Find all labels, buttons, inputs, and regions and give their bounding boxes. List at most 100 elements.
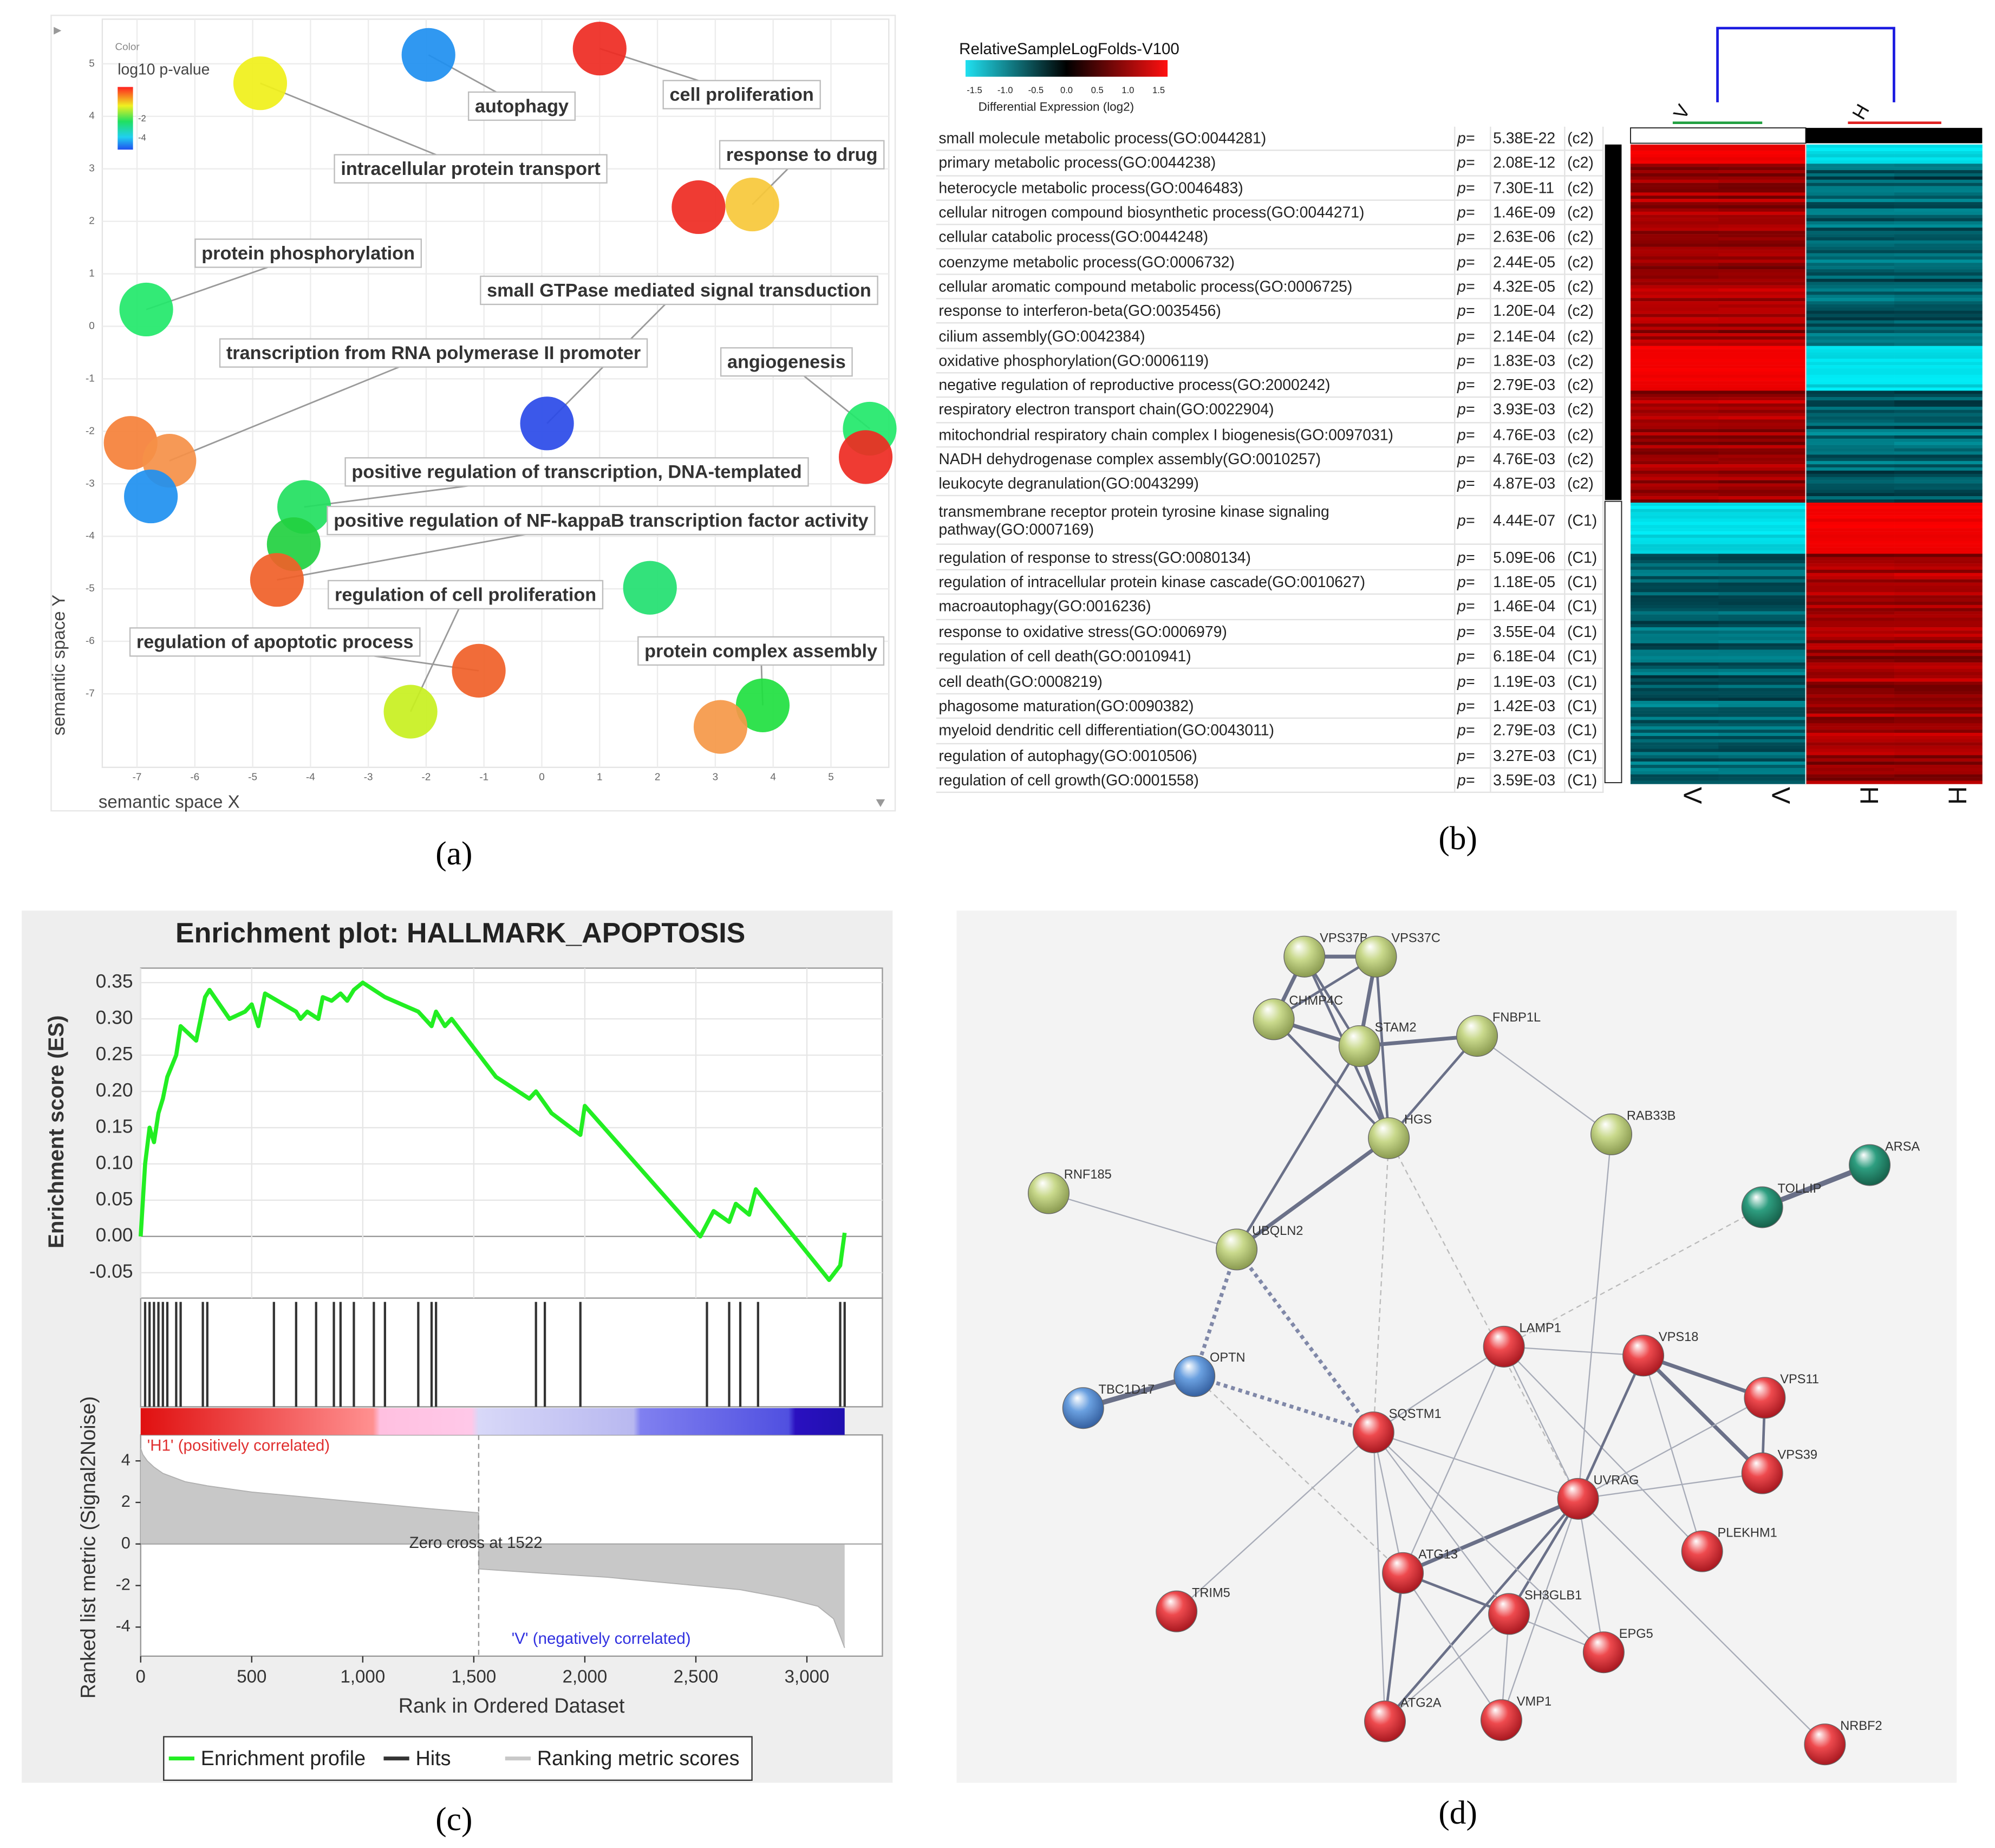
- label-box: [219, 338, 648, 368]
- heatmap-cell: [1718, 698, 1807, 701]
- heatmap-cell: [1718, 253, 1807, 257]
- heatmap-cell: [1718, 780, 1807, 784]
- colorbar-tick-label: 0.5: [1091, 85, 1104, 95]
- network-edge: [1402, 1346, 1505, 1573]
- heatmap-cell: [1718, 186, 1807, 190]
- p-label-cell: p=: [1454, 594, 1491, 620]
- heatmap-cell: [1894, 256, 1983, 260]
- heatmap-cell: [1894, 160, 1983, 164]
- y-tick-label: -0.05: [89, 1260, 133, 1282]
- heatmap-cell: [1806, 592, 1895, 596]
- cluster-cell: (c2): [1564, 175, 1603, 201]
- p-label-cell: p=: [1454, 544, 1491, 570]
- heatmap-cell: [1718, 767, 1807, 772]
- heatmap-cell: [1630, 391, 1719, 394]
- heatmap-cell: [1894, 173, 1983, 177]
- network-edge: [1577, 1499, 1605, 1652]
- protein-node: [1557, 1478, 1599, 1520]
- p-value-cell: 5.09E-06: [1490, 544, 1565, 570]
- heatmap-cell: [1894, 656, 1983, 660]
- heatmap-cell: [1894, 282, 1983, 285]
- heatmap-cell: [1806, 269, 1895, 273]
- heatmap-cell: [1806, 739, 1895, 743]
- heatmap-cell: [1718, 582, 1807, 586]
- heatmap-cell: [1630, 518, 1719, 522]
- heatmap-cell: [1630, 409, 1719, 413]
- p-label-cell: p=: [1454, 348, 1491, 374]
- heatmap-cell: [1630, 288, 1719, 292]
- heatmap-cell: [1630, 416, 1719, 420]
- heatmap-cell: [1630, 330, 1719, 334]
- heatmap-cell: [1630, 544, 1719, 548]
- heatmap-cell: [1630, 403, 1719, 407]
- heatmap-cell: [1630, 432, 1719, 436]
- heatmap-cell: [1630, 387, 1719, 391]
- heatmap-cell: [1894, 451, 1983, 455]
- heatmap-cell: [1630, 771, 1719, 775]
- heatmap-cell: [1806, 221, 1895, 225]
- heatmap-cell: [1806, 518, 1895, 522]
- heatmap-cell: [1894, 208, 1983, 212]
- label-box: [129, 627, 421, 657]
- heatmap-cell: [1718, 445, 1807, 448]
- cluster-cell: (c2): [1564, 126, 1603, 152]
- heatmap-cell: [1806, 224, 1895, 228]
- heatmap-cell: [1894, 454, 1983, 458]
- heatmap-cell: [1806, 409, 1895, 413]
- heatmap-cell: [1806, 621, 1895, 624]
- heatmap-cell: [1894, 371, 1983, 375]
- heatmap-cell: [1630, 717, 1719, 720]
- heatmap-cell: [1894, 441, 1983, 445]
- heatmap-cell: [1718, 755, 1807, 759]
- p-label-cell: p=: [1454, 151, 1491, 176]
- heatmap-cell: [1718, 567, 1807, 570]
- heatmap-cell: [1894, 227, 1983, 231]
- heatmap-cell: [1630, 633, 1719, 637]
- heatmap-cell: [1806, 160, 1895, 164]
- heatmap-cell: [1718, 762, 1807, 765]
- heatmap-cell: [1718, 307, 1807, 311]
- heatmap-cell: [1806, 496, 1895, 500]
- term-cell: response to interferon-beta(GO:0035456): [936, 298, 1455, 324]
- term-label: transcription from RNA polymerase II pro…: [226, 343, 641, 363]
- term-cell: regulation of response to stress(GO:0080…: [936, 544, 1455, 570]
- network-edge: [1373, 1432, 1386, 1722]
- heatmap-cell: [1718, 713, 1807, 717]
- heatmap-cell: [1630, 441, 1719, 445]
- heatmap-cell: [1894, 362, 1983, 366]
- heatmap-cell: [1894, 767, 1983, 772]
- term-label: autophagy: [475, 96, 569, 116]
- heatmap-cell: [1630, 365, 1719, 369]
- heatmap-cell: [1894, 608, 1983, 611]
- heatmap-cell: [1806, 777, 1895, 781]
- heatmap-cell: [1894, 515, 1983, 519]
- term-cell: regulation of cell death(GO:0010941): [936, 643, 1455, 669]
- heatmap-cell: [1718, 633, 1807, 637]
- heatmap-cell: [1718, 438, 1807, 443]
- heatmap-cell: [1894, 374, 1983, 378]
- heatmap-cell: [1894, 397, 1983, 401]
- heatmap-cell: [1630, 211, 1719, 215]
- heatmap-cell: [1894, 275, 1983, 279]
- protein-node: [1364, 1700, 1406, 1742]
- y-tick-label: 0.25: [96, 1043, 133, 1064]
- cluster-cell: (C1): [1564, 496, 1603, 545]
- heatmap-cell: [1806, 467, 1895, 471]
- heatmap-cell: [1894, 560, 1983, 564]
- heatmap-cell: [1718, 646, 1807, 650]
- heatmap-cell: [1718, 732, 1807, 737]
- protein-node: [1480, 1699, 1522, 1741]
- heatmap-cell: [1806, 572, 1895, 576]
- heatmap-cell: [1630, 537, 1719, 542]
- heatmap-cell: [1894, 458, 1983, 461]
- y-tick-label: 0.00: [96, 1224, 133, 1246]
- table-row: NADH dehydrogenase complex assembly(GO:0…: [936, 446, 1603, 472]
- heatmap-cell: [1630, 576, 1719, 580]
- heatmap-cell: [1630, 275, 1719, 279]
- heatmap-cell: [1718, 598, 1807, 602]
- heatmap-cell: [1718, 710, 1807, 714]
- heatmap-cell: [1806, 266, 1895, 270]
- heatmap-cell: [1894, 307, 1983, 311]
- x-tick-label: -7: [133, 772, 142, 783]
- heatmap-cell: [1894, 505, 1983, 510]
